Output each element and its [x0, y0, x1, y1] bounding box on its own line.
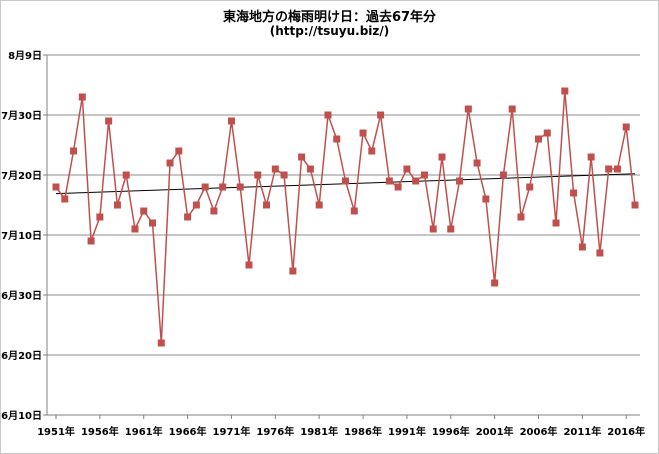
data-point-1984 — [342, 177, 349, 185]
data-point-1977 — [280, 171, 288, 179]
data-point-1969 — [210, 207, 218, 215]
x-tick-label-5: 1976年 — [256, 425, 294, 438]
x-tick-label-6: 1981年 — [300, 425, 338, 438]
data-point-2013 — [596, 249, 604, 257]
data-point-1958 — [113, 201, 121, 209]
series-group — [52, 87, 639, 347]
x-tick-label-13: 2016年 — [607, 425, 645, 438]
x-tick-label-3: 1966年 — [169, 425, 207, 438]
data-point-1989 — [385, 177, 393, 185]
data-point-1985 — [350, 207, 358, 215]
x-tick-label-1: 1956年 — [81, 425, 119, 438]
data-point-1957 — [105, 117, 113, 125]
data-point-1962 — [149, 219, 156, 227]
chart-subtitle: (http://tsuyu.biz/) — [269, 24, 390, 38]
data-point-1980 — [306, 165, 314, 173]
data-point-1959 — [122, 171, 130, 179]
data-point-1971 — [227, 117, 235, 125]
data-point-1955 — [87, 237, 95, 245]
x-tick-label-4: 1971年 — [213, 425, 251, 438]
data-point-2011 — [578, 243, 586, 251]
chart-title: 東海地方の梅雨明け日：過去67年分 — [222, 10, 437, 25]
data-point-2016 — [622, 123, 630, 131]
data-point-1986 — [359, 129, 367, 137]
data-point-1964 — [166, 159, 174, 167]
y-tick-label-2: 7月20日 — [1, 170, 42, 182]
data-point-1979 — [298, 153, 306, 161]
data-point-2010 — [570, 189, 578, 197]
data-point-1961 — [140, 207, 148, 215]
data-point-1991 — [403, 165, 411, 173]
data-point-1968 — [201, 183, 209, 191]
data-point-2006 — [535, 135, 542, 143]
data-point-1992 — [412, 177, 420, 185]
x-tick-label-2: 1961年 — [125, 425, 163, 438]
x-tick-label-9: 1996年 — [432, 425, 470, 438]
data-point-1972 — [236, 183, 244, 191]
data-point-1974 — [254, 171, 262, 179]
x-axis-ticks: 1951年 1956年 1961年 1966年 1971年 1976年 1981年 1986年… — [37, 415, 645, 438]
y-tick-label-3: 7月10日 — [1, 230, 42, 242]
y-tick-label-5: 6月20日 — [1, 350, 42, 362]
data-point-2015 — [613, 165, 621, 173]
data-point-2017 — [631, 201, 639, 209]
data-point-1951 — [52, 183, 60, 191]
y-tick-label-6: 6月10日 — [1, 410, 42, 422]
data-point-1978 — [289, 267, 297, 275]
data-point-1967 — [192, 201, 200, 209]
data-point-1997 — [456, 177, 464, 185]
x-tick-label-7: 1986年 — [344, 425, 382, 438]
data-point-1999 — [473, 159, 481, 167]
data-point-1983 — [333, 135, 341, 143]
data-point-1982 — [324, 111, 332, 119]
data-point-2014 — [605, 165, 613, 173]
data-point-2002 — [499, 171, 507, 179]
y-tick-label-4: 6月30日 — [1, 290, 42, 302]
y-tick-label-1: 7月30日 — [1, 110, 42, 122]
data-point-2000 — [482, 195, 490, 203]
x-tick-label-0: 1951年 — [37, 425, 75, 438]
y-axis-ticks: 8月9日 7月30日 7月20日 7月10日 6月30日 6月20日 6月10日 — [1, 50, 47, 422]
data-point-1956 — [96, 213, 104, 221]
series-line-0 — [55, 90, 636, 344]
data-point-2003 — [508, 105, 516, 113]
data-point-1976 — [271, 165, 279, 173]
x-tick-label-10: 2001年 — [476, 425, 514, 438]
data-point-1990 — [394, 183, 402, 191]
data-point-2007 — [543, 129, 551, 137]
data-point-2009 — [561, 87, 569, 95]
data-point-2012 — [587, 153, 595, 161]
data-point-1998 — [464, 105, 472, 113]
data-point-1995 — [438, 153, 446, 161]
gridlines — [46, 54, 640, 416]
data-point-2004 — [517, 213, 525, 221]
data-point-1988 — [377, 111, 385, 119]
data-point-1954 — [78, 93, 86, 101]
x-tick-label-8: 1991年 — [388, 425, 426, 438]
data-point-1987 — [368, 147, 376, 155]
data-point-1993 — [420, 171, 428, 179]
data-point-2001 — [491, 279, 499, 287]
data-point-1960 — [131, 225, 139, 233]
data-point-1970 — [219, 183, 227, 191]
y-tick-label-0: 8月9日 — [8, 50, 42, 62]
data-point-2005 — [526, 183, 534, 191]
data-point-1973 — [245, 261, 253, 269]
data-point-1952 — [61, 195, 69, 203]
data-point-1963 — [157, 339, 165, 347]
data-point-2008 — [552, 219, 560, 227]
data-point-1981 — [315, 201, 323, 209]
data-point-1994 — [429, 225, 437, 233]
data-point-1996 — [447, 225, 455, 233]
x-tick-label-11: 2006年 — [520, 425, 558, 438]
data-point-1965 — [175, 147, 183, 155]
x-tick-label-12: 2011年 — [563, 425, 601, 438]
data-point-1966 — [184, 213, 192, 221]
data-point-1975 — [263, 201, 271, 209]
data-point-1953 — [70, 147, 78, 155]
